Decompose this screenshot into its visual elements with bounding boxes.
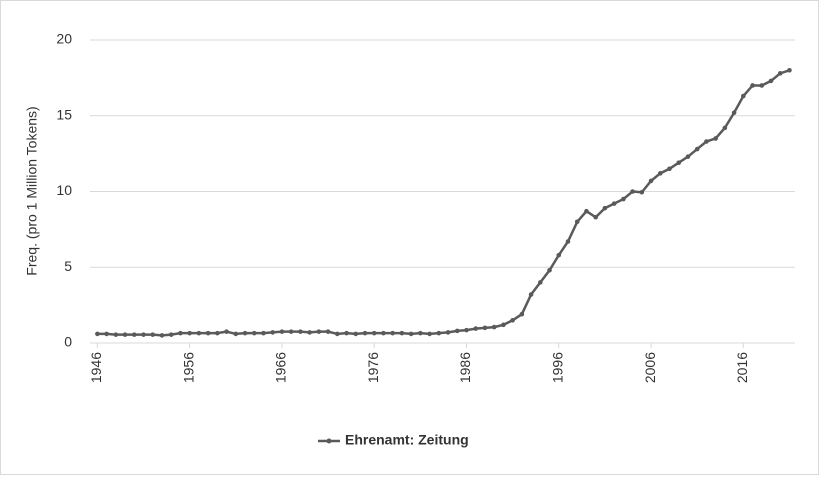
point-marker [713, 136, 718, 141]
point-marker [777, 71, 783, 76]
y-tick-label: 5 [64, 258, 72, 274]
point-marker [593, 214, 598, 220]
point-marker [501, 322, 506, 328]
x-tick-label: 2016 [734, 352, 750, 383]
point-marker [307, 330, 312, 335]
point-marker [95, 331, 100, 337]
point-marker [353, 331, 359, 337]
point-marker [547, 267, 552, 273]
point-marker [362, 330, 368, 336]
point-marker [390, 330, 395, 336]
point-marker [371, 330, 377, 336]
x-tick-label: 1986 [457, 352, 473, 383]
point-marker [168, 332, 174, 337]
point-marker [279, 329, 285, 334]
point-marker [750, 83, 755, 88]
y-axis-label: Freq. (pro 1 Million Tokens) [24, 106, 40, 275]
point-marker [316, 329, 322, 334]
point-marker [768, 78, 774, 84]
point-marker [482, 325, 488, 331]
point-marker [602, 205, 608, 211]
point-marker [630, 189, 635, 194]
point-marker [787, 68, 792, 73]
point-marker [741, 93, 746, 99]
x-tick-label: 1976 [365, 352, 381, 383]
point-marker [150, 332, 156, 337]
point-marker [399, 330, 405, 336]
point-marker [519, 311, 525, 317]
point-marker [685, 154, 691, 159]
point-marker [141, 332, 146, 337]
point-marker [288, 329, 294, 334]
point-marker [159, 333, 165, 338]
point-marker [722, 125, 728, 131]
point-marker [261, 330, 266, 336]
point-marker [667, 166, 672, 172]
point-marker [251, 330, 257, 336]
point-marker [473, 326, 479, 331]
point-marker [215, 330, 220, 336]
x-tick-label: 1956 [180, 352, 196, 383]
x-tick-label: 1966 [273, 352, 289, 383]
y-tick-label: 20 [56, 31, 72, 47]
y-tick-label: 0 [64, 334, 72, 350]
point-marker [408, 331, 414, 337]
point-marker [427, 331, 432, 337]
point-marker [574, 219, 580, 225]
point-marker [224, 329, 229, 334]
legend-marker [326, 438, 332, 444]
point-marker [335, 331, 340, 337]
point-marker [639, 189, 645, 195]
point-marker [491, 324, 497, 330]
point-marker [381, 330, 386, 336]
point-marker [657, 171, 663, 176]
point-marker [122, 332, 128, 337]
point-marker [611, 201, 617, 206]
point-marker [676, 160, 682, 166]
y-tick-label: 10 [56, 182, 72, 198]
x-tick-label: 2006 [642, 352, 658, 383]
point-marker [759, 83, 765, 88]
point-marker [694, 146, 700, 152]
x-tick-label: 1946 [88, 352, 104, 383]
point-marker [298, 329, 303, 334]
point-marker [104, 331, 109, 337]
series-line [97, 69, 790, 337]
point-marker [565, 239, 571, 244]
point-marker [538, 280, 543, 285]
point-marker [196, 330, 202, 336]
point-marker [556, 252, 562, 258]
point-marker [178, 330, 183, 336]
point-marker [205, 330, 211, 336]
point-marker [704, 139, 709, 144]
point-marker [187, 330, 192, 336]
point-marker [528, 292, 534, 297]
point-marker [113, 332, 119, 337]
y-tick-label: 15 [56, 106, 72, 122]
point-marker [510, 317, 515, 323]
point-marker [131, 332, 137, 337]
x-tick-label: 1996 [549, 352, 565, 383]
point-marker [418, 330, 423, 336]
point-marker [233, 331, 239, 337]
point-marker [621, 196, 626, 202]
point-marker [584, 208, 589, 214]
point-marker [445, 330, 451, 335]
point-marker [454, 328, 460, 334]
point-marker [242, 330, 248, 336]
point-marker [648, 178, 654, 184]
point-marker [325, 329, 331, 334]
point-marker [731, 110, 737, 116]
legend-label: Ehrenamt: Zeitung [345, 432, 469, 448]
point-marker [436, 330, 442, 336]
point-marker [464, 327, 469, 333]
point-marker [344, 330, 349, 336]
point-marker [270, 330, 276, 335]
